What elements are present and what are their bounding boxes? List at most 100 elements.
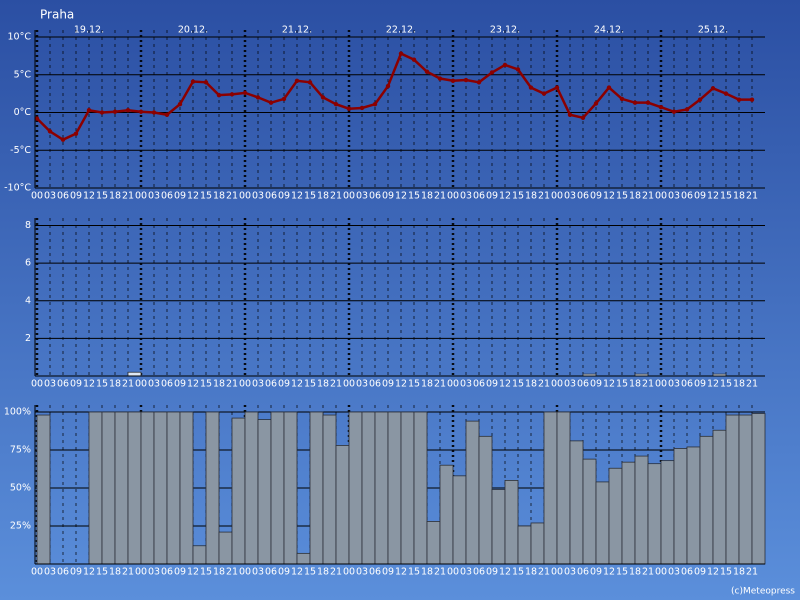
x-tick-label: 21 — [226, 191, 238, 202]
y-tick-label: 0°C — [14, 107, 32, 118]
x-tick-label: 03 — [668, 379, 680, 390]
x-tick-label: 21 — [330, 379, 342, 390]
x-tick-label: 06 — [473, 567, 485, 578]
x-tick-label: 09 — [694, 379, 706, 390]
day-label: 22.12. — [386, 25, 416, 36]
x-tick-label: 18 — [525, 191, 537, 202]
x-tick-label: 12 — [83, 567, 95, 578]
bar — [348, 411, 363, 565]
x-tick-label: 03 — [564, 567, 576, 578]
bar — [283, 411, 298, 565]
bar — [322, 414, 337, 565]
temperature-point — [346, 106, 352, 111]
bar — [530, 522, 545, 565]
bar — [192, 545, 207, 565]
x-tick-label: 21 — [642, 191, 654, 202]
temperature-point — [723, 91, 729, 96]
bar — [127, 411, 142, 565]
x-tick-label: 21 — [538, 567, 550, 578]
x-tick-label: 03 — [668, 567, 680, 578]
x-tick-label: 12 — [395, 191, 407, 202]
x-tick-label: 06 — [57, 379, 69, 390]
bar — [335, 445, 350, 565]
x-tick-label: 03 — [44, 379, 56, 390]
x-tick-label: 21 — [122, 567, 134, 578]
x-tick-label: 15 — [408, 191, 420, 202]
x-tick-label: 09 — [278, 191, 290, 202]
x-tick-label: 21 — [642, 379, 654, 390]
x-tick-label: 12 — [83, 191, 95, 202]
x-tick-label: 00 — [135, 379, 147, 390]
x-tick-label: 21 — [226, 567, 238, 578]
x-tick-label: 03 — [460, 379, 472, 390]
x-tick-label: 15 — [512, 567, 524, 578]
bar — [166, 411, 181, 565]
x-tick-label: 09 — [174, 191, 186, 202]
bar — [582, 458, 597, 565]
temperature-point — [736, 97, 742, 102]
bar — [205, 411, 220, 565]
bar — [140, 411, 155, 565]
x-tick-label: 00 — [343, 191, 355, 202]
x-tick-label: 21 — [746, 567, 758, 578]
x-tick-label: 21 — [122, 191, 134, 202]
x-tick-label: 03 — [356, 379, 368, 390]
x-tick-label: 00 — [239, 191, 251, 202]
bar — [231, 417, 246, 565]
x-tick-label: 00 — [447, 191, 459, 202]
x-tick-label: 03 — [148, 567, 160, 578]
bar — [673, 448, 688, 565]
x-tick-label: 03 — [356, 567, 368, 578]
x-tick-label: 18 — [629, 379, 641, 390]
bar — [114, 411, 129, 565]
temperature-point — [385, 83, 391, 89]
temperature-point — [242, 90, 248, 96]
x-tick-label: 09 — [382, 191, 394, 202]
x-tick-label: 21 — [122, 379, 134, 390]
x-tick-label: 15 — [512, 379, 524, 390]
bar — [153, 411, 168, 565]
x-tick-label: 18 — [733, 191, 745, 202]
x-tick-label: 15 — [408, 379, 420, 390]
y-tick-label: -10°C — [4, 183, 31, 194]
x-tick-label: 12 — [291, 567, 303, 578]
temperature-point — [619, 96, 625, 102]
x-tick-label: 06 — [161, 379, 173, 390]
temperature-point — [333, 101, 339, 107]
temperature-point — [203, 80, 209, 85]
x-tick-label: 21 — [226, 379, 238, 390]
bar — [426, 521, 441, 565]
temperature-point — [99, 110, 105, 115]
x-tick-label: 12 — [707, 379, 719, 390]
temperature-point — [268, 100, 274, 105]
temperature-point — [749, 97, 755, 102]
x-tick-label: 12 — [603, 379, 615, 390]
x-tick-label: 00 — [135, 567, 147, 578]
x-tick-label: 09 — [486, 567, 498, 578]
x-tick-label: 03 — [252, 379, 264, 390]
x-tick-label: 21 — [434, 379, 446, 390]
x-tick-label: 06 — [473, 191, 485, 202]
x-tick-label: 09 — [590, 567, 602, 578]
temperature-point — [125, 108, 131, 113]
temperature-point — [112, 109, 118, 114]
x-tick-label: 06 — [369, 567, 381, 578]
x-tick-label: 09 — [70, 191, 82, 202]
x-tick-label: 15 — [616, 379, 628, 390]
x-tick-label: 00 — [551, 379, 563, 390]
x-tick-label: 15 — [304, 379, 316, 390]
bar — [88, 411, 103, 565]
x-tick-label: 03 — [148, 191, 160, 202]
bar — [517, 525, 532, 565]
bar — [725, 414, 740, 565]
temperature-point — [164, 112, 170, 117]
x-tick-label: 18 — [629, 567, 641, 578]
temperature-point — [502, 62, 508, 68]
bar — [595, 481, 610, 565]
temperature-point — [463, 77, 469, 83]
x-tick-label: 15 — [200, 567, 212, 578]
x-tick-label: 06 — [681, 379, 693, 390]
bar — [569, 440, 584, 565]
x-tick-label: 18 — [733, 567, 745, 578]
x-tick-label: 12 — [395, 379, 407, 390]
